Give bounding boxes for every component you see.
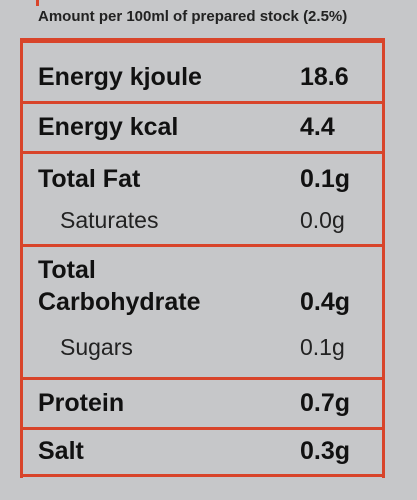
- row-label: Protein: [38, 389, 125, 417]
- divider: [20, 101, 383, 104]
- divider: [20, 38, 383, 43]
- divider: [20, 377, 383, 380]
- divider: [20, 38, 23, 478]
- divider: [20, 427, 383, 430]
- row-label: Sugars: [60, 334, 133, 360]
- row-label: Saturates: [60, 207, 159, 233]
- divider: [36, 0, 39, 6]
- row-value: 4.4: [300, 113, 335, 141]
- row-label: Energy kcal: [38, 113, 179, 141]
- row-value: 0.1g: [300, 334, 345, 360]
- row-label: Total: [38, 256, 96, 284]
- row-label: Total Fat: [38, 165, 141, 193]
- divider: [382, 38, 385, 478]
- row-value: 0.7g: [300, 389, 351, 417]
- row-value: 18.6: [300, 63, 349, 91]
- row-value: 0.4g: [300, 288, 351, 316]
- row-label: Energy kjoule: [38, 63, 202, 91]
- row-label: Carbohydrate: [38, 288, 201, 316]
- divider: [20, 474, 383, 477]
- row-label: Salt: [38, 437, 84, 465]
- row-value: 0.0g: [300, 207, 345, 233]
- row-value: 0.3g: [300, 437, 351, 465]
- row-value: 0.1g: [300, 165, 351, 193]
- divider: [20, 151, 383, 154]
- divider: [20, 244, 383, 247]
- header-title: Amount per 100ml of prepared stock (2.5%…: [38, 8, 348, 25]
